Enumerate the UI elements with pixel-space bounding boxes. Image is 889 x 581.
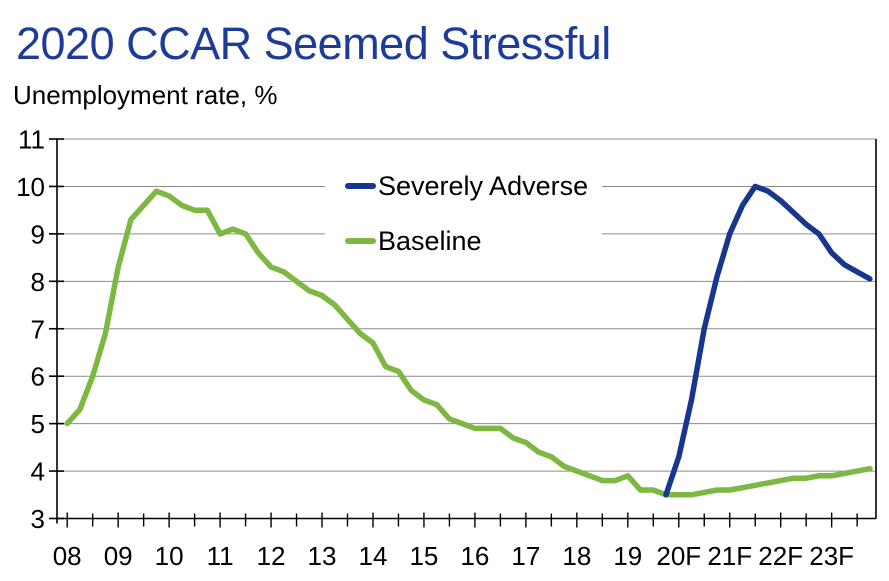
x-tick-label-12: 12 bbox=[257, 541, 286, 571]
x-tick-label-17: 17 bbox=[511, 541, 540, 571]
x-tick-label-21F: 21F bbox=[707, 541, 752, 571]
y-tick-label-10: 10 bbox=[16, 172, 45, 202]
x-tick-label-19: 19 bbox=[613, 541, 642, 571]
x-tick-label-10: 10 bbox=[155, 541, 184, 571]
baseline-line-swatch bbox=[345, 238, 376, 244]
x-tick-label-18: 18 bbox=[562, 541, 591, 571]
x-tick-label-13: 13 bbox=[308, 541, 337, 571]
x-tick-label-22F: 22F bbox=[758, 541, 803, 571]
series-line-severely-adverse bbox=[663, 183, 873, 498]
x-tick-label-23F: 23F bbox=[809, 541, 854, 571]
page-title: 2020 CCAR Seemed Stressful bbox=[16, 18, 611, 69]
y-tick-label-7: 7 bbox=[31, 314, 45, 344]
y-tick-label-3: 3 bbox=[31, 504, 45, 534]
x-tick-label-08: 08 bbox=[53, 541, 82, 571]
y-tick-label-4: 4 bbox=[31, 457, 45, 487]
y-tick-label-11: 11 bbox=[18, 125, 45, 155]
legend-item-baseline: Baseline bbox=[345, 222, 602, 260]
y-tick-label-8: 8 bbox=[31, 267, 45, 297]
x-tick-label-16: 16 bbox=[460, 541, 489, 571]
severely-adverse-line-swatch bbox=[345, 183, 376, 189]
legend-label-baseline: Baseline bbox=[378, 225, 482, 256]
x-tick-label-09: 09 bbox=[104, 541, 133, 571]
chart-subtitle: Unemployment rate, % bbox=[13, 80, 278, 110]
chart-legend: Severely Adverse Baseline bbox=[325, 163, 602, 266]
legend-item-severely-adverse: Severely Adverse bbox=[345, 167, 602, 205]
legend-label-severely-adverse: Severely Adverse bbox=[378, 170, 589, 201]
x-tick-label-11: 11 bbox=[207, 541, 234, 571]
y-tick-label-6: 6 bbox=[31, 362, 45, 392]
x-tick-label-14: 14 bbox=[359, 541, 388, 571]
x-tick-label-20F: 20F bbox=[656, 541, 701, 571]
x-tick-label-15: 15 bbox=[409, 541, 438, 571]
y-tick-label-9: 9 bbox=[31, 219, 45, 249]
y-tick-label-5: 5 bbox=[31, 409, 45, 439]
series-line-baseline bbox=[64, 188, 873, 498]
